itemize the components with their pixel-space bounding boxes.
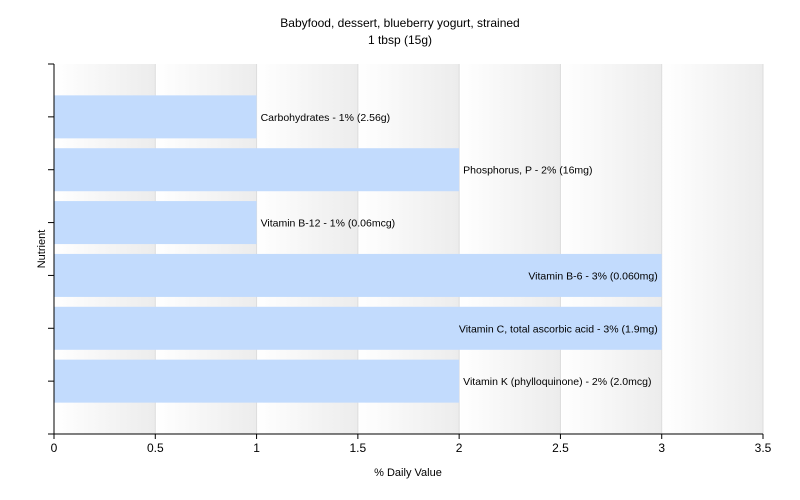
x-tick-label: 1.5 <box>350 441 367 455</box>
bar <box>54 359 460 403</box>
bar-data-label: Vitamin B-6 - 3% (0.060mg) <box>528 270 657 282</box>
axes-group: 0 0.5 1 1.5 2 2.5 3 3.5 <box>48 63 772 455</box>
bar-data-label: Vitamin C, total ascorbic acid - 3% (1.9… <box>459 323 658 335</box>
bar <box>54 306 662 350</box>
x-tick-label: 2 <box>456 441 463 455</box>
bar-data-label: Phosphorus, P - 2% (16mg) <box>463 165 592 177</box>
bar <box>54 201 257 245</box>
x-tick-label: 3.5 <box>755 441 772 455</box>
chart-subtitle: 1 tbsp (15g) <box>368 33 432 47</box>
bars-group <box>54 95 662 403</box>
y-axis-title: Nutrient <box>36 230 48 269</box>
x-tick-label: 3 <box>658 441 665 455</box>
bar-data-label: Vitamin B-12 - 1% (0.06mcg) <box>261 218 396 230</box>
labels-group: Carbohydrates - 1% (2.56g) Phosphorus, P … <box>261 112 658 388</box>
plot-band <box>459 64 561 434</box>
bar-data-label: Vitamin K (phylloquinone) - 2% (2.0mcg) <box>463 376 651 388</box>
x-tick-label: 0.5 <box>147 441 164 455</box>
x-tick-label: 1 <box>253 441 260 455</box>
bar-data-label: Carbohydrates - 1% (2.56g) <box>261 112 391 124</box>
x-axis-title: % Daily Value <box>374 467 442 479</box>
x-tick-label: 0 <box>51 441 58 455</box>
plot-band <box>560 64 662 434</box>
bar <box>54 95 257 139</box>
chart-title: Babyfood, dessert, blueberry yogurt, str… <box>280 16 519 30</box>
bar <box>54 148 460 192</box>
bar <box>54 253 662 297</box>
x-tick-label: 2.5 <box>552 441 569 455</box>
plot-band <box>661 64 763 434</box>
